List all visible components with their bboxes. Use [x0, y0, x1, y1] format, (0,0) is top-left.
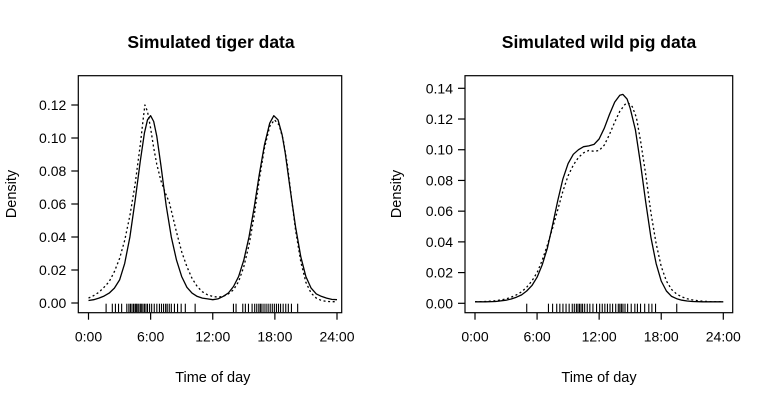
y-tick-label: 0.02 — [426, 265, 453, 281]
wild-pig-chart-panel: Simulated wild pig data Time of day Dens… — [389, 32, 741, 386]
wild-pig-x-axis-label: Time of day — [561, 370, 637, 386]
solid-density-curve — [88, 115, 338, 302]
wild-pig-y-axis-label: Density — [389, 169, 405, 218]
x-tick-label: 6:00 — [137, 329, 164, 345]
y-tick-label: 0.12 — [39, 97, 66, 113]
tiger-chart-plot: 0:00 6:00 12:00 18:00 24:00 0.00 0.02 0.04 0.06 0… — [39, 75, 355, 345]
x-tick-label: 12:00 — [195, 329, 230, 345]
x-tick-label: 0:00 — [461, 329, 488, 345]
x-tick-label: 0:00 — [75, 329, 102, 345]
y-tick-label: 0.10 — [426, 142, 453, 158]
wild-pig-chart-title: Simulated wild pig data — [502, 32, 697, 52]
y-tick-label: 0.00 — [426, 295, 453, 311]
x-tick-label: 6:00 — [523, 329, 550, 345]
y-tick-label: 0.00 — [39, 295, 66, 311]
y-tick-label: 0.04 — [426, 234, 453, 250]
plot-box — [77, 75, 343, 314]
x-tick-label: 18:00 — [257, 329, 292, 345]
tiger-x-axis-label: Time of day — [175, 370, 251, 386]
plot-box — [464, 75, 734, 314]
tiger-y-axis-label: Density — [4, 169, 20, 218]
y-tick-label: 0.04 — [39, 229, 66, 245]
y-tick-label: 0.12 — [426, 111, 453, 127]
y-tick-label: 0.02 — [39, 262, 66, 278]
y-tick-label: 0.08 — [39, 163, 66, 179]
x-tick-label: 12:00 — [582, 329, 617, 345]
tiger-chart-title: Simulated tiger data — [127, 32, 295, 52]
y-tick-label: 0.08 — [426, 172, 453, 188]
x-tick-label: 24:00 — [319, 329, 354, 345]
x-tick-label: 24:00 — [706, 329, 741, 345]
y-tick-label: 0.10 — [39, 130, 66, 146]
solid-density-curve — [475, 93, 724, 303]
y-tick-label: 0.06 — [426, 203, 453, 219]
y-tick-label: 0.06 — [39, 196, 66, 212]
dotted-density-curve — [474, 102, 724, 303]
dotted-density-curve — [88, 104, 337, 303]
x-tick-label: 18:00 — [644, 329, 679, 345]
y-tick-label: 0.14 — [426, 80, 453, 96]
wild-pig-chart-plot: 0:00 6:00 12:00 18:00 24:00 0.00 0.02 0.04 0.06 0… — [426, 75, 741, 345]
tiger-chart-panel: Simulated tiger data Time of day Density… — [4, 32, 355, 386]
